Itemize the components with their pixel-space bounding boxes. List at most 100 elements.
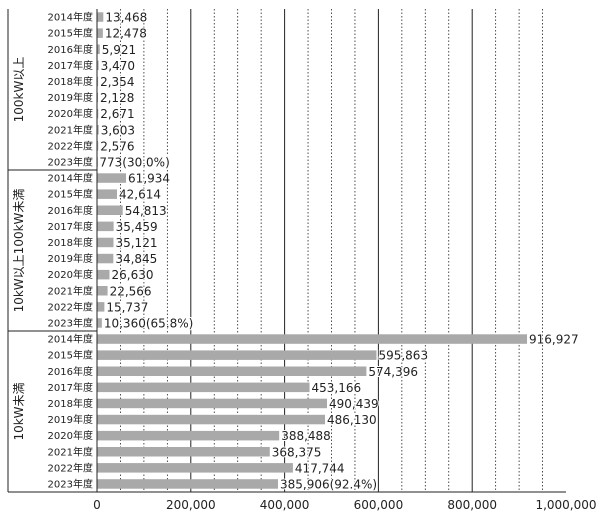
bar-value-label: 3,470 <box>101 59 135 73</box>
bar-value-label: 13,468 <box>105 11 147 25</box>
category-label: 2016年度 <box>48 43 93 56</box>
bar-value-label: 417,744 <box>295 461 345 475</box>
category-label: 2023年度 <box>48 155 93 168</box>
bar-value-label: 486,130 <box>327 413 377 427</box>
bar <box>97 205 123 215</box>
bar <box>97 447 270 457</box>
category-label: 2018年度 <box>48 75 93 88</box>
bar <box>97 237 114 248</box>
bar <box>97 60 99 71</box>
category-label: 2021年度 <box>48 284 93 297</box>
category-label: 2020年度 <box>48 429 93 442</box>
bar <box>97 350 377 360</box>
bar <box>97 125 99 135</box>
category-label: 2016年度 <box>48 204 93 217</box>
category-label: 2018年度 <box>48 397 93 410</box>
bar <box>97 366 367 376</box>
category-label: 2022年度 <box>48 300 93 313</box>
category-label: 2019年度 <box>48 91 93 104</box>
bar <box>97 269 110 280</box>
bar <box>97 141 99 151</box>
category-label: 2019年度 <box>48 413 93 426</box>
category-label: 2021年度 <box>48 123 93 136</box>
group-label: 10kW以上100kW未満 <box>12 189 26 313</box>
bar <box>97 286 108 296</box>
category-label: 2016年度 <box>48 365 93 378</box>
x-tick-label: 1,000,000 <box>535 498 596 512</box>
category-label: 2022年度 <box>48 139 93 152</box>
category-label: 2023年度 <box>48 316 93 329</box>
x-tick-label: 0 <box>93 498 101 512</box>
bar-value-label: 2,671 <box>100 107 134 121</box>
category-label: 2020年度 <box>48 268 93 281</box>
bar-value-label: 35,459 <box>116 220 158 234</box>
bar-value-label: 42,614 <box>119 188 161 202</box>
bar <box>97 430 280 441</box>
bar-value-label: 15,737 <box>106 300 148 314</box>
x-tick-label: 200,000 <box>166 498 216 512</box>
category-label: 2020年度 <box>48 107 93 120</box>
category-label: 2015年度 <box>48 27 93 40</box>
category-label: 2021年度 <box>48 445 93 458</box>
bar <box>97 108 99 119</box>
category-label: 2015年度 <box>48 188 93 201</box>
bar <box>97 173 127 183</box>
bar-value-label: 34,845 <box>115 252 157 266</box>
category-label: 2019年度 <box>48 252 93 265</box>
bar <box>97 76 99 87</box>
bar <box>97 189 117 199</box>
bar-value-label: 5,921 <box>102 43 136 57</box>
bar <box>97 318 102 328</box>
bar <box>97 334 528 344</box>
bar <box>97 479 278 489</box>
bar-value-label: 595,863 <box>378 349 428 363</box>
bar <box>97 44 100 54</box>
bar <box>97 253 114 264</box>
bar-value-label: 453,166 <box>312 381 362 395</box>
bar-value-label: 368,375 <box>272 445 322 459</box>
bar-value-label: 574,396 <box>368 365 418 379</box>
bar-value-label: 3,603 <box>101 123 135 137</box>
bar-value-label: 61,934 <box>128 172 170 186</box>
bar-value-label: 916,927 <box>529 333 579 347</box>
category-label: 2018年度 <box>48 236 93 249</box>
bar <box>97 382 310 393</box>
category-label: 2023年度 <box>48 477 93 490</box>
bar-value-label: 2,128 <box>100 91 134 105</box>
bar-value-label: 773(30.0%) <box>99 155 169 169</box>
x-tick-label: 600,000 <box>354 498 404 512</box>
bar-value-label: 35,121 <box>115 236 157 250</box>
category-label: 2022年度 <box>48 461 93 474</box>
bar-value-label: 22,566 <box>110 284 152 298</box>
category-label: 2017年度 <box>48 59 93 72</box>
bars-layer <box>97 12 528 489</box>
bar-value-label: 26,630 <box>111 268 153 282</box>
bar <box>97 398 328 409</box>
bar-value-label: 10,360(65.8%) <box>104 316 193 330</box>
bar-value-label: 54,813 <box>125 204 167 218</box>
bar <box>97 12 104 22</box>
group-label: 10kW未満 <box>12 382 26 440</box>
category-label: 2014年度 <box>48 11 93 24</box>
bar <box>97 414 325 425</box>
bar <box>97 28 103 38</box>
x-tick-label: 400,000 <box>260 498 310 512</box>
category-label: 2017年度 <box>48 220 93 233</box>
category-label: 2015年度 <box>48 349 93 362</box>
category-label: 2014年度 <box>48 172 93 185</box>
bar <box>97 463 293 473</box>
category-label: 2014年度 <box>48 333 93 346</box>
bar-value-label: 385,906(92.4%) <box>280 477 377 491</box>
plot-frame <box>7 9 566 493</box>
bar-value-label: 388,488 <box>281 429 331 443</box>
labels-layer: 13,468 12,478 5,921 3,470 2,354 2,128 2,671 3,6… <box>12 10 597 512</box>
bar-value-label: 2,576 <box>100 139 134 153</box>
group-label: 100kW以上 <box>12 57 26 123</box>
bar-value-label: 490,439 <box>329 397 379 411</box>
bar <box>97 302 105 312</box>
bar <box>97 221 114 232</box>
grid-lines <box>120 9 543 492</box>
x-tick-label: 800,000 <box>447 498 497 512</box>
bar-value-label: 12,478 <box>105 27 147 41</box>
